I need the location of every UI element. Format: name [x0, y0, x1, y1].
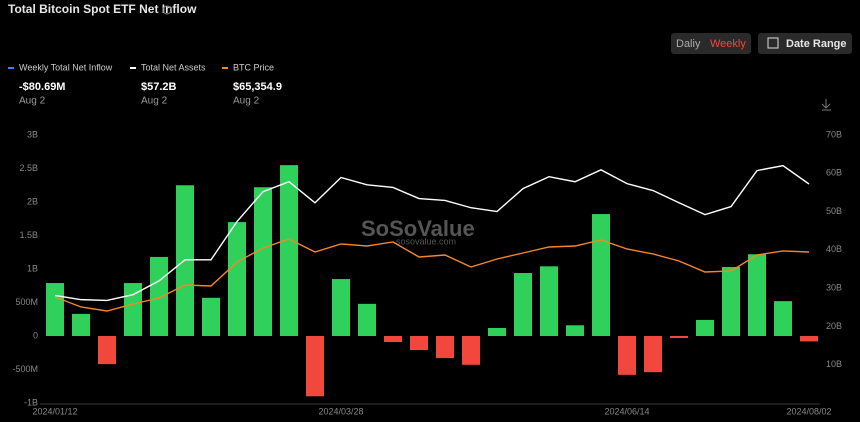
- y2-tick-label: 70B: [826, 129, 842, 139]
- y-tick-label: 1B: [27, 263, 38, 273]
- bar: [774, 301, 792, 336]
- bar: [254, 187, 272, 336]
- bar: [488, 327, 506, 336]
- bar: [566, 325, 584, 336]
- legend-label: Total Net Assets: [141, 62, 206, 72]
- y-tick-label: 2B: [27, 196, 38, 206]
- legend-value: $65,354.9: [233, 81, 282, 93]
- legend-date: Aug 2: [19, 96, 46, 107]
- bar: [332, 279, 350, 336]
- bar: [280, 165, 298, 336]
- bar: [150, 256, 168, 336]
- y2-tick-label: 60B: [826, 168, 842, 178]
- bar: [410, 336, 428, 351]
- bar: [228, 222, 246, 336]
- bar: [72, 313, 90, 336]
- y-tick-label: 1.5B: [19, 230, 38, 240]
- watermark: SoSoValue: [361, 216, 475, 241]
- bar: [462, 336, 480, 365]
- y-tick-label: -1B: [24, 397, 38, 407]
- bar: [436, 336, 454, 359]
- calendar-icon: [767, 37, 779, 49]
- toggle-bg: [671, 33, 751, 54]
- bar: [800, 336, 818, 342]
- date-range-label[interactable]: Date Range: [786, 38, 847, 50]
- line-1: [54, 164, 810, 302]
- bar: [592, 214, 610, 336]
- y2-tick-label: 30B: [826, 283, 842, 293]
- y-tick-label: 3B: [27, 129, 38, 139]
- y-tick-label: 2.5B: [19, 163, 38, 173]
- x-tick-label: 2024/01/12: [32, 406, 77, 416]
- bar: [46, 283, 64, 336]
- line-2: [54, 238, 810, 312]
- bar: [514, 273, 532, 336]
- bar: [748, 254, 766, 336]
- bar: [384, 336, 402, 343]
- x-tick-label: 2024/06/14: [604, 406, 649, 416]
- bar: [202, 297, 220, 336]
- toggle-daily[interactable]: Daliy: [676, 38, 701, 50]
- bar: [644, 336, 662, 373]
- bar: [306, 336, 324, 397]
- legend-label: Weekly Total Net Inflow: [19, 62, 113, 72]
- bar: [540, 266, 558, 336]
- legend-label: BTC Price: [233, 62, 274, 72]
- y2-tick-label: 50B: [826, 206, 842, 216]
- y2-tick-label: 10B: [826, 359, 842, 369]
- bar: [696, 319, 714, 336]
- legend-value: -$80.69M: [19, 81, 65, 93]
- legend-date: Aug 2: [233, 96, 260, 107]
- info-icon[interactable]: [162, 5, 172, 15]
- x-tick-label: 2024/08/02: [786, 406, 831, 416]
- y2-tick-label: 40B: [826, 244, 842, 254]
- watermark-site: sosovalue.com: [396, 236, 456, 246]
- bar: [618, 336, 636, 375]
- y-tick-label: -500M: [12, 364, 38, 374]
- toggle-weekly[interactable]: Weekly: [710, 38, 746, 50]
- y-tick-label: 0: [33, 330, 38, 340]
- y-tick-label: 500M: [15, 297, 38, 307]
- download-icon[interactable]: [821, 99, 831, 111]
- bar: [670, 336, 688, 339]
- y2-tick-label: 20B: [826, 321, 842, 331]
- bar: [722, 266, 740, 336]
- bar: [358, 303, 376, 336]
- date-range-button[interactable]: [758, 33, 852, 54]
- legend-value: $57.2B: [141, 81, 177, 93]
- legend-date: Aug 2: [141, 96, 168, 107]
- bar: [98, 336, 116, 365]
- x-tick-label: 2024/03/28: [318, 406, 363, 416]
- chart-title: Total Bitcoin Spot ETF Net Inflow: [8, 2, 197, 16]
